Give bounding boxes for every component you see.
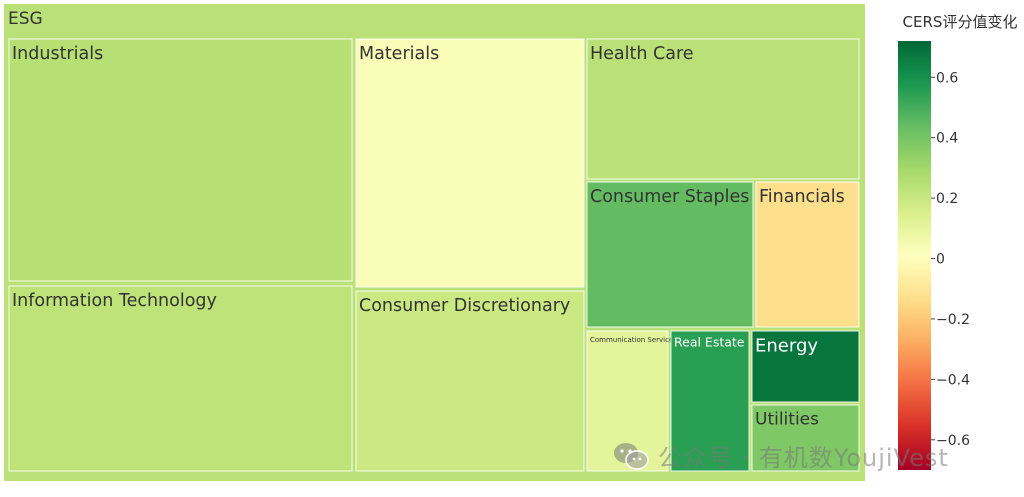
treemap-tile-label: Information Technology [12, 291, 217, 311]
colorbar-tick-label: 0.6 [936, 70, 958, 86]
treemap-tile-real-estate[interactable]: Real Estate [670, 330, 750, 472]
treemap-tile-label: Real Estate [674, 335, 745, 350]
treemap-tile-information-technology[interactable]: Information Technology [8, 285, 353, 472]
treemap-tile-label: Materials [359, 44, 439, 64]
colorbar [898, 41, 931, 470]
colorbar-tick-label: 0.2 [936, 191, 958, 207]
treemap-tile-industrials[interactable]: Industrials [8, 38, 353, 282]
treemap-tile-label: Utilities [755, 409, 819, 429]
treemap-tile-label: Financials [759, 187, 845, 207]
treemap-tile-label: Health Care [590, 44, 694, 64]
treemap-tile-label: Consumer Discretionary [359, 296, 570, 316]
treemap-tile-label: Industrials [12, 44, 103, 64]
colorbar-title: CERS评分值变化 [903, 13, 1018, 31]
treemap-root-label: ESG [8, 9, 43, 29]
colorbar-tick-label: 0.4 [936, 131, 958, 147]
colorbar-tick-label: 0 [936, 252, 945, 268]
treemap-tile-label: Communication Services [590, 336, 677, 344]
treemap-tile-consumer-discretionary[interactable]: Consumer Discretionary [355, 290, 585, 472]
treemap-tile-materials[interactable]: Materials [355, 38, 585, 288]
treemap-tile-health-care[interactable]: Health Care [586, 38, 860, 180]
treemap-tile-utilities[interactable]: Utilities [751, 404, 860, 472]
treemap-tile-energy[interactable]: Energy [751, 330, 860, 403]
treemap-tile-label: Energy [755, 335, 818, 356]
treemap-tile-financials[interactable]: Financials [755, 181, 860, 328]
treemap-tile-consumer-staples[interactable]: Consumer Staples [586, 181, 754, 328]
treemap-tile-label: Consumer Staples [590, 187, 749, 207]
colorbar-tick-label: −0.4 [936, 372, 970, 388]
treemap-tile-communication-services[interactable]: Communication Services [586, 330, 677, 472]
colorbar-tick-label: −0.6 [936, 433, 970, 449]
colorbar-tick-label: −0.2 [936, 312, 970, 328]
